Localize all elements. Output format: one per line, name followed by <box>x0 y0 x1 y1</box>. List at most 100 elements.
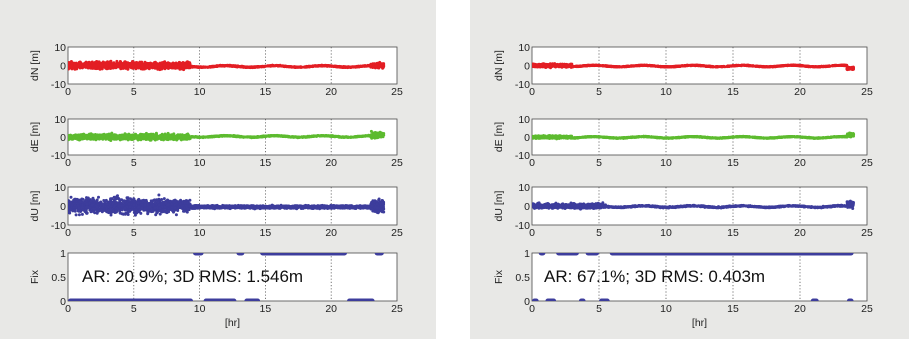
data-point <box>161 200 165 204</box>
x-tick-label: 5 <box>131 86 137 98</box>
data-point <box>174 213 178 217</box>
data-point <box>97 195 100 199</box>
data-point <box>81 208 85 212</box>
data-point <box>78 138 82 142</box>
data-point <box>123 199 127 203</box>
data-point <box>149 199 153 203</box>
data-point <box>221 64 225 68</box>
data-point <box>380 62 384 66</box>
data-point <box>196 65 200 69</box>
data-point <box>114 66 118 69</box>
data-point <box>181 204 185 207</box>
data-point <box>333 64 337 68</box>
data-point <box>349 135 353 139</box>
data-point <box>263 134 267 138</box>
data-point <box>109 208 113 212</box>
data-point <box>135 61 139 65</box>
data-point <box>111 210 115 214</box>
data-point <box>133 208 137 212</box>
data-point <box>126 64 130 68</box>
data-point <box>84 135 88 139</box>
data-point <box>267 64 271 68</box>
data-point <box>89 132 93 136</box>
data-point <box>68 61 71 64</box>
data-point <box>167 210 171 214</box>
x-tick-label: 15 <box>260 227 272 239</box>
data-point <box>159 64 163 68</box>
data-point <box>150 132 154 136</box>
data-point <box>369 129 373 133</box>
data-point <box>354 65 358 69</box>
data-point <box>143 203 147 207</box>
data-point <box>68 138 70 142</box>
data-point <box>90 203 94 207</box>
data-point <box>233 134 236 138</box>
data-point <box>111 136 115 140</box>
data-point <box>315 134 319 138</box>
data-point <box>279 134 283 138</box>
data-point <box>135 137 139 140</box>
data-point <box>379 133 383 137</box>
y-tick-label: -10 <box>51 220 66 232</box>
data-point <box>256 135 259 139</box>
data-point <box>220 134 223 137</box>
data-point <box>340 135 344 139</box>
data-point <box>126 67 130 71</box>
data-point <box>120 198 124 202</box>
data-point <box>345 65 349 69</box>
data-point <box>271 134 275 138</box>
data-point <box>132 135 135 139</box>
data-point <box>374 65 378 69</box>
y-tick-label: -10 <box>51 150 66 162</box>
data-point <box>134 210 138 214</box>
data-point <box>142 136 146 140</box>
data-point <box>113 134 117 138</box>
data-point <box>160 198 164 201</box>
data-point <box>128 208 132 212</box>
data-point <box>128 205 132 209</box>
data-point <box>100 135 104 139</box>
data-point <box>236 134 240 138</box>
data-point <box>303 135 307 139</box>
x-tick-label: 0 <box>65 86 71 98</box>
data-point <box>188 198 192 202</box>
data-point <box>136 201 140 205</box>
data-point <box>154 213 158 217</box>
data-point <box>127 202 131 206</box>
data-point <box>119 204 123 208</box>
y-tick-label: -10 <box>51 79 66 91</box>
data-point <box>77 213 81 217</box>
data-point <box>137 205 141 209</box>
data-point <box>82 133 86 137</box>
data-point <box>223 134 227 138</box>
data-point <box>174 135 178 139</box>
data-point <box>84 198 88 202</box>
data-point <box>318 64 322 67</box>
data-point <box>227 64 231 68</box>
data-point <box>86 64 90 68</box>
data-point <box>163 60 167 64</box>
data-point <box>92 135 96 139</box>
data-point <box>132 203 136 207</box>
data-point <box>110 131 114 135</box>
data-point <box>115 62 119 66</box>
data-point <box>340 65 343 69</box>
data-point <box>84 62 87 66</box>
y-tick-label: 10 <box>54 114 66 126</box>
data-point <box>137 197 141 201</box>
data-point <box>81 203 84 207</box>
data-point <box>153 201 157 205</box>
data-point <box>208 65 212 69</box>
data-point <box>282 134 286 138</box>
data-point <box>238 65 242 68</box>
data-point <box>295 65 298 69</box>
data-point <box>300 65 304 69</box>
data-point <box>153 134 157 138</box>
data-point <box>86 196 90 200</box>
data-point <box>251 135 255 139</box>
data-point <box>259 135 263 139</box>
data-point <box>94 136 98 140</box>
data-point <box>115 137 119 141</box>
data-point <box>157 63 161 67</box>
